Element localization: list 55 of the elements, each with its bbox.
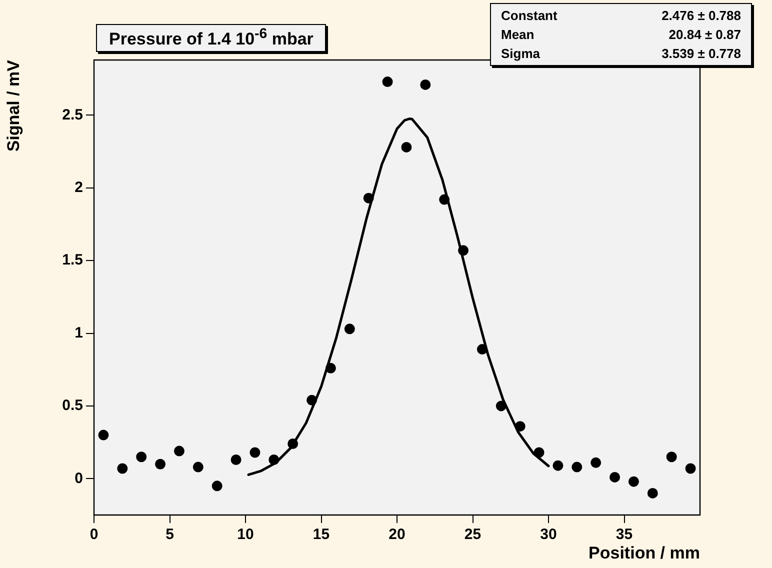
- y-tick-label: 2.5: [62, 106, 83, 124]
- y-tick-label: 1.5: [62, 252, 83, 269]
- text: Mean: [501, 26, 536, 44]
- point: [212, 480, 222, 492]
- x-tick-label: 35: [616, 526, 633, 544]
- point: [439, 194, 450, 205]
- x-tick-label: 15: [312, 526, 330, 544]
- point: [610, 472, 620, 482]
- point: [192, 462, 204, 472]
- point: [628, 476, 639, 487]
- point: [344, 324, 355, 334]
- point: [514, 421, 526, 432]
- y-tick-label: 2: [74, 179, 83, 196]
- point: [268, 454, 280, 466]
- text: 20.84 ± 0.87: [668, 26, 741, 44]
- point: [230, 454, 242, 466]
- text: Constant: [501, 7, 558, 25]
- y-axis-title: Signal / mV: [4, 59, 23, 152]
- point: [306, 394, 318, 406]
- chart-title: Pressure of 1.4 10$^{-6}$ mbar: [96, 24, 326, 52]
- point: [476, 344, 488, 355]
- point: [666, 452, 677, 462]
- point: [155, 458, 166, 470]
- point: [325, 362, 336, 374]
- x-tick-label: 20: [388, 526, 406, 544]
- x-axis-title: Position / mm: [588, 543, 700, 562]
- point: [552, 460, 564, 471]
- point: [458, 245, 469, 256]
- point: [117, 463, 128, 474]
- text: 2.476 ± 0.788: [662, 7, 741, 25]
- annotation: 3.539 ± 0.778: [662, 45, 741, 63]
- point: [401, 142, 412, 152]
- point: [685, 463, 696, 474]
- point: [572, 462, 582, 472]
- point: [136, 452, 147, 462]
- point: [250, 447, 260, 458]
- x-tick-label: 5: [166, 526, 174, 544]
- y-tick-label: 1: [74, 324, 83, 342]
- x-tick-label: 30: [540, 526, 557, 544]
- point: [174, 446, 184, 456]
- x-tick-label: 10: [237, 526, 254, 544]
- point: [420, 79, 431, 90]
- annotation: Sigma: [501, 45, 542, 63]
- point: [534, 447, 544, 458]
- point: [98, 430, 109, 440]
- x-tick-label: 25: [464, 526, 482, 544]
- x-tick-label: 0: [90, 526, 98, 544]
- point: [363, 192, 374, 204]
- point: [382, 76, 393, 88]
- y-tick-label: 0: [74, 470, 83, 487]
- y-tick-label: 0.5: [62, 397, 83, 414]
- point: [590, 457, 602, 468]
- point: [496, 400, 506, 412]
- point: [647, 488, 658, 498]
- point: [288, 438, 298, 450]
